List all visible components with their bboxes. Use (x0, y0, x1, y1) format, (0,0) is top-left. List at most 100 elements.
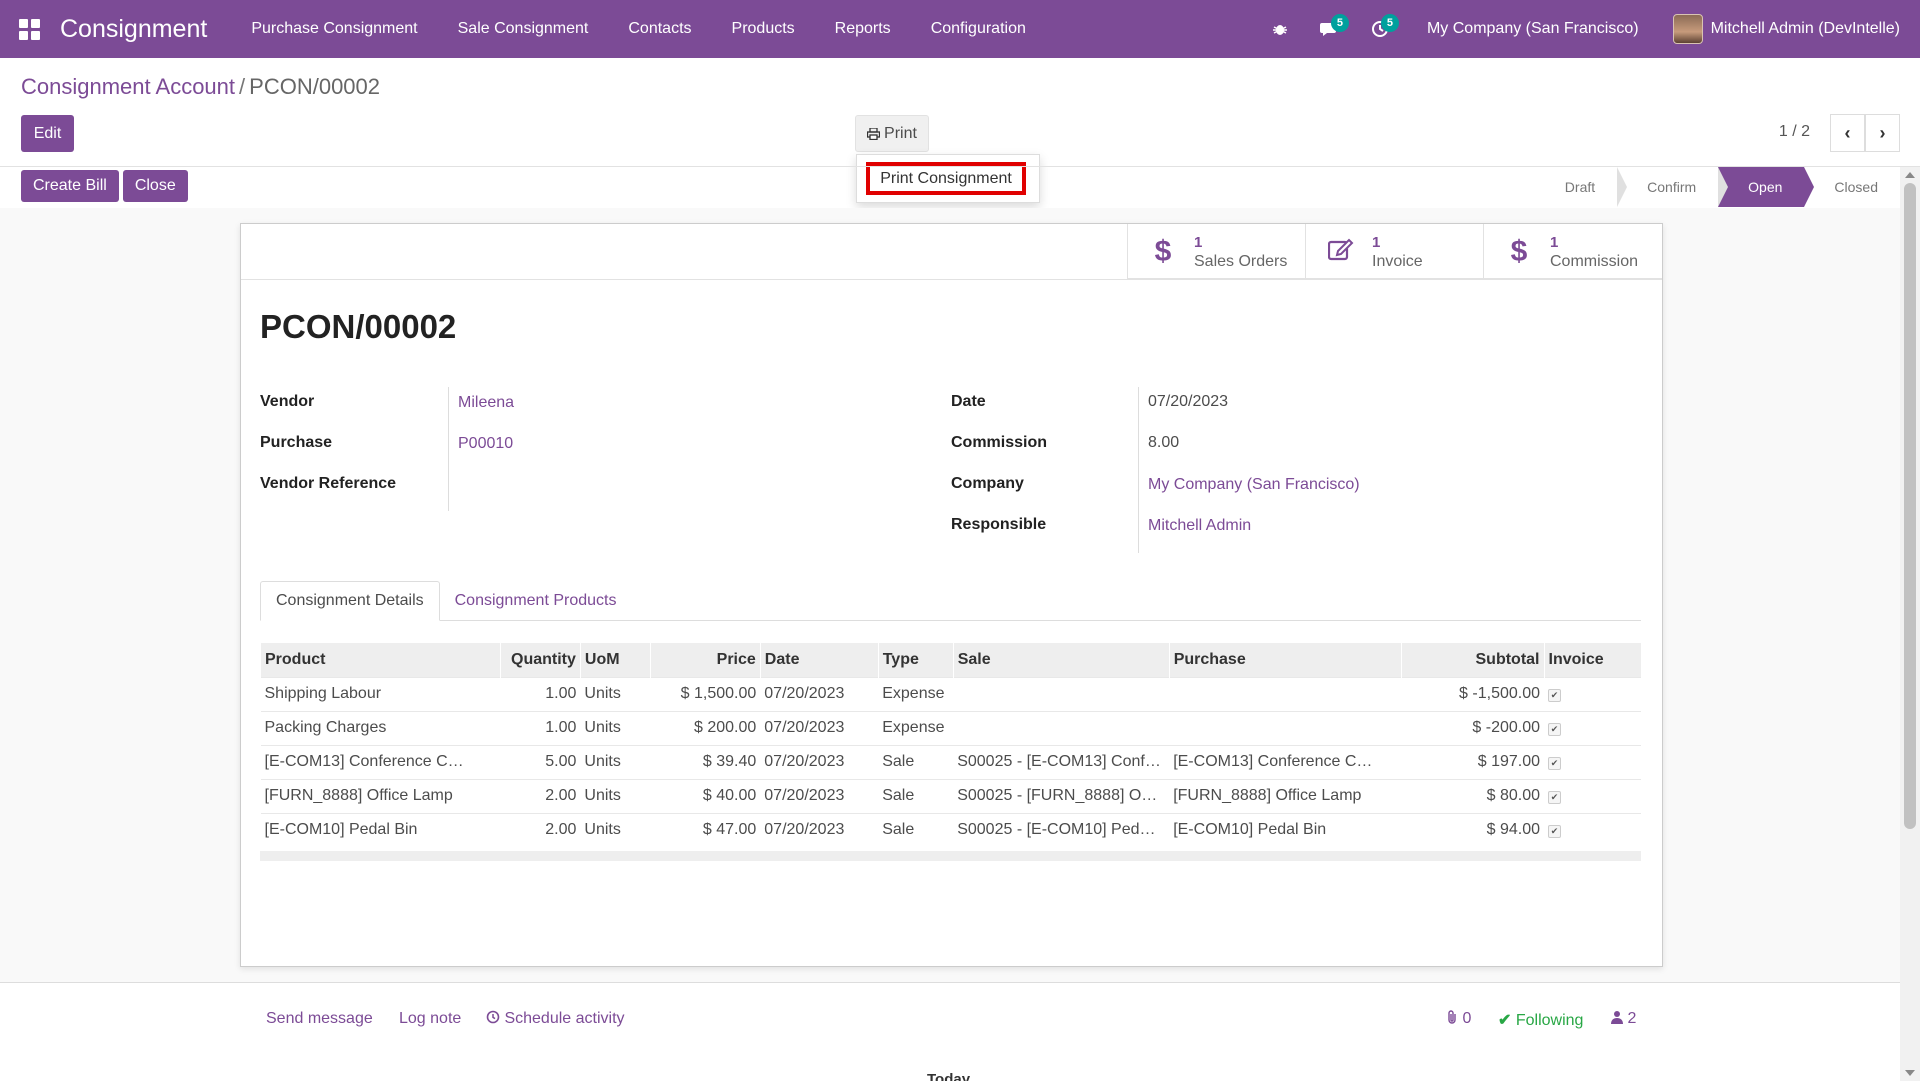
invoice-checkbox[interactable]: ✔ (1548, 791, 1561, 804)
invoice-checkbox[interactable]: ✔ (1548, 723, 1561, 736)
smart-button-box: $ 1 Sales Orders 1 Invoice $ 1 Commissio… (1127, 224, 1662, 279)
table-header-row: Product Quantity UoM Price Date Type Sal… (260, 643, 1641, 677)
line-purchase (1169, 676, 1402, 711)
debug-bug-icon[interactable] (1255, 0, 1305, 58)
line-product: [E-COM10] Pedal Bin (260, 812, 501, 847)
edit-button[interactable]: Edit (21, 115, 74, 152)
menu-reports[interactable]: Reports (834, 20, 891, 37)
table-footer (260, 851, 1641, 861)
scroll-thumb[interactable] (1904, 183, 1916, 829)
menu-contacts[interactable]: Contacts (628, 20, 692, 37)
invoice-checkbox[interactable]: ✔ (1548, 689, 1561, 702)
line-sale (953, 676, 1170, 711)
col-type[interactable]: Type (877, 643, 954, 677)
line-quantity: 2.00 (500, 778, 581, 813)
scroll-down-arrow-icon[interactable] (1905, 1070, 1915, 1076)
table-row[interactable]: Packing Charges 1.00 Units $ 200.00 07/20/20… (260, 710, 1641, 745)
scrollbar[interactable] (1900, 167, 1920, 1081)
pager-value[interactable]: 1 / 2 (1778, 123, 1810, 140)
send-message-button[interactable]: Send message (266, 1010, 373, 1027)
purchase-value[interactable]: P00010 (458, 435, 514, 452)
control-panel-divider (0, 166, 1920, 167)
responsible-value[interactable]: Mitchell Admin (1148, 517, 1252, 534)
schedule-activity-button[interactable]: Schedule activity (486, 1010, 625, 1028)
line-uom: Units (580, 812, 651, 847)
apps-menu-icon[interactable] (0, 0, 58, 58)
table-row[interactable]: Shipping Labour 1.00 Units $ 1,500.00 07/20/… (260, 676, 1641, 711)
vendor-value[interactable]: Mileena (458, 394, 515, 411)
form-sheet: $ 1 Sales Orders 1 Invoice $ 1 Commissio… (240, 223, 1663, 967)
scroll-up-arrow-icon[interactable] (1905, 172, 1915, 178)
table-row[interactable]: [FURN_8888] Office Lamp 2.00 Units $ 40.00 0… (260, 778, 1641, 813)
line-type: Sale (878, 812, 954, 847)
line-product: [FURN_8888] Office Lamp (260, 778, 501, 813)
stage-confirm[interactable]: Confirm (1617, 167, 1729, 207)
user-menu[interactable]: Mitchell Admin (DevIntelle) (1672, 14, 1900, 44)
tab-consignment-details[interactable]: Consignment Details (260, 581, 440, 621)
company-switcher[interactable]: My Company (San Francisco) (1426, 20, 1639, 37)
pager-next-chevron-right-icon[interactable]: › (1865, 114, 1900, 152)
app-name[interactable]: Consignment (60, 14, 208, 43)
stage-open[interactable]: Open (1718, 167, 1815, 207)
commission-smart-button[interactable]: $ 1 Commission (1484, 224, 1662, 279)
menu-configuration[interactable]: Configuration (930, 20, 1026, 37)
stage-closed-label: Closed (1834, 179, 1878, 195)
invoice-checkbox[interactable]: ✔ (1548, 757, 1561, 770)
sales-orders-count: 1 (1194, 233, 1203, 251)
record-title: PCON/00002 (260, 308, 457, 345)
pager-previous-chevron-left-icon[interactable]: ‹ (1830, 114, 1865, 152)
col-purchase[interactable]: Purchase (1168, 643, 1402, 677)
line-uom: Units (580, 676, 651, 711)
right-group-divider (1138, 387, 1139, 553)
line-price: $ 39.40 (650, 744, 761, 779)
col-price[interactable]: Price (649, 643, 761, 677)
menu-purchase-consignment[interactable]: Purchase Consignment (251, 20, 418, 37)
line-purchase: [E-COM10] Pedal Bin (1169, 812, 1402, 847)
activities-clock-icon[interactable]: 5 (1355, 0, 1405, 58)
print-button[interactable]: Print (855, 115, 929, 152)
line-invoice: ✔ (1544, 778, 1641, 813)
table-row[interactable]: [E-COM10] Pedal Bin 2.00 Units $ 47.00 07/20… (260, 812, 1641, 847)
col-invoice[interactable]: Invoice (1543, 643, 1641, 677)
pager-buttons: ‹ › (1830, 114, 1900, 152)
line-sale: S00025 - [FURN_8888] O… (953, 778, 1170, 813)
line-quantity: 2.00 (500, 812, 581, 847)
col-date[interactable]: Date (759, 643, 879, 677)
user-name: Mitchell Admin (DevIntelle) (1710, 20, 1900, 37)
line-invoice: ✔ (1544, 676, 1641, 711)
statusbar-buttons: Create Bill Close (21, 170, 188, 202)
breadcrumb-parent[interactable]: Consignment Account (21, 74, 236, 99)
stage-draft[interactable]: Draft (1534, 167, 1628, 207)
tab-consignment-products[interactable]: Consignment Products (454, 592, 617, 609)
col-uom[interactable]: UoM (579, 643, 651, 677)
stage-open-label: Open (1748, 179, 1783, 195)
stage-draft-label: Draft (1564, 179, 1596, 195)
line-type: Sale (878, 744, 954, 779)
status-stages: Draft Confirm Open Closed (1534, 167, 1900, 207)
col-quantity[interactable]: Quantity (499, 643, 581, 677)
print-consignment-menu-item[interactable]: Print Consignment (866, 162, 1026, 195)
invoice-smart-button[interactable]: 1 Invoice (1306, 224, 1484, 279)
attachments-button[interactable]: 0 (1446, 1010, 1471, 1028)
table-row[interactable]: [E-COM13] Conference C… 5.00 Units $ 39.40 0… (260, 744, 1641, 779)
followers-button[interactable]: 2 (1611, 1010, 1636, 1028)
close-button[interactable]: Close (122, 170, 188, 202)
left-group-divider (448, 387, 449, 511)
col-subtotal[interactable]: Subtotal (1400, 643, 1544, 677)
col-product[interactable]: Product (260, 643, 501, 677)
following-button[interactable]: ✔ Following (1498, 1010, 1583, 1030)
col-sale[interactable]: Sale (952, 643, 1170, 677)
printer-icon (867, 127, 881, 140)
sales-orders-smart-button[interactable]: $ 1 Sales Orders (1128, 224, 1306, 279)
line-quantity: 1.00 (500, 676, 581, 711)
messages-icon[interactable]: 5 (1305, 0, 1355, 58)
menu-products[interactable]: Products (731, 20, 795, 37)
invoice-checkbox[interactable]: ✔ (1548, 825, 1561, 839)
create-bill-button[interactable]: Create Bill (21, 170, 119, 202)
company-label: Company (951, 475, 1024, 492)
company-value[interactable]: My Company (San Francisco) (1148, 476, 1360, 493)
menu-sale-consignment[interactable]: Sale Consignment (457, 20, 589, 37)
stage-closed[interactable]: Closed (1804, 167, 1900, 207)
log-note-button[interactable]: Log note (399, 1010, 462, 1027)
consignment-lines-table: Product Quantity UoM Price Date Type Sal… (260, 643, 1641, 847)
